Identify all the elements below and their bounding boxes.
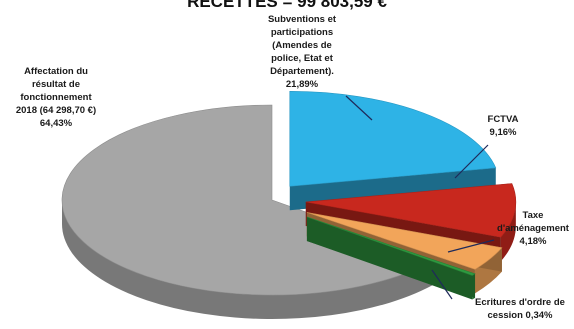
slice-label-line: fonctionnement — [20, 92, 92, 103]
slice-label-line: 4,18% — [520, 236, 547, 247]
slice-top — [306, 216, 476, 276]
slice-label-line: cession 0,34% — [488, 310, 554, 321]
pie-slices — [61, 90, 517, 319]
slice-cut-face — [306, 216, 473, 300]
slice-side — [500, 201, 516, 262]
slice-label-line: 64,43% — [40, 118, 73, 129]
leader-lines — [345, 95, 495, 300]
slice-label-line: 2018 (64 298,70 €) — [16, 105, 96, 116]
leader-line — [431, 269, 453, 300]
leader-line — [454, 144, 489, 179]
slice-label-line: Ecritures d'ordre de — [475, 297, 565, 308]
leader-line — [345, 95, 373, 121]
slice-top — [306, 212, 503, 270]
slice-label-line: Subventions et — [268, 14, 337, 25]
slice-label: FCTVA 9,16% — [488, 114, 519, 138]
slice-label: Subventions et participations (Amendes de p… — [268, 14, 337, 90]
slice-label-line: FCTVA — [488, 114, 519, 125]
slice-label-line: police, Etat et — [271, 53, 334, 64]
slice-labels: Subventions et participations (Amendes de p… — [16, 14, 570, 321]
slice-label-line: 21,89% — [286, 79, 319, 90]
slice-side — [62, 200, 438, 319]
slice-top — [305, 183, 517, 238]
pie-slice — [306, 216, 476, 300]
slice-label: Ecritures d'ordre de cession 0,34% — [475, 297, 565, 321]
slice-label-line: d'aménagement — [497, 223, 570, 234]
leader-line — [447, 239, 495, 253]
slice-label-line: (Amendes de — [272, 40, 332, 51]
slice-label: Affectation du résultat de fonctionnement 2… — [16, 66, 96, 129]
slice-label-line: Taxe — [523, 210, 544, 221]
slice-label-line: résultat de — [32, 79, 80, 90]
slice-label-line: Département). — [270, 66, 334, 77]
slice-top — [289, 90, 497, 187]
slice-label: Taxe d'aménagement 4,18% — [497, 210, 570, 247]
chart-title: RECETTES = 99 803,59 € — [187, 0, 387, 11]
slice-label-line: participations — [271, 27, 333, 38]
slice-label-line: 9,16% — [490, 127, 517, 138]
slice-label-line: Affectation du — [24, 66, 88, 77]
